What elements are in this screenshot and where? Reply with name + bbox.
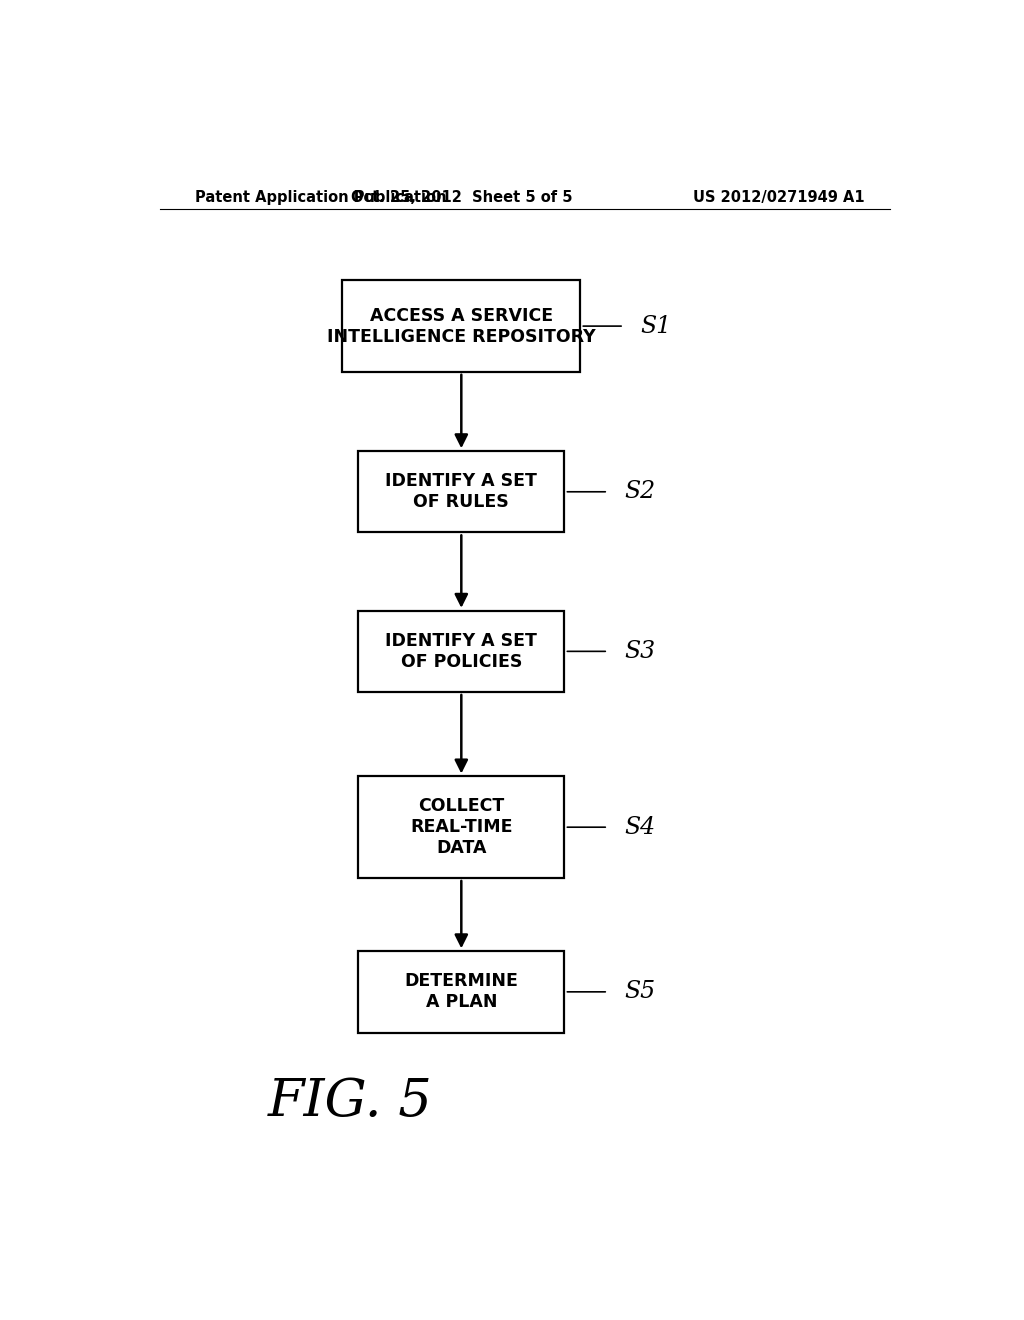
FancyBboxPatch shape — [358, 611, 564, 692]
Text: S4: S4 — [624, 816, 655, 838]
Text: FIG. 5: FIG. 5 — [268, 1076, 432, 1127]
Text: S1: S1 — [640, 314, 671, 338]
Text: S5: S5 — [624, 981, 655, 1003]
Text: COLLECT
REAL-TIME
DATA: COLLECT REAL-TIME DATA — [410, 797, 513, 857]
FancyBboxPatch shape — [358, 776, 564, 878]
Text: S3: S3 — [624, 640, 655, 663]
FancyBboxPatch shape — [342, 280, 581, 372]
Text: DETERMINE
A PLAN: DETERMINE A PLAN — [404, 973, 518, 1011]
Text: ACCESS A SERVICE
INTELLIGENCE REPOSITORY: ACCESS A SERVICE INTELLIGENCE REPOSITORY — [327, 306, 596, 346]
Text: Patent Application Publication: Patent Application Publication — [196, 190, 446, 205]
Text: US 2012/0271949 A1: US 2012/0271949 A1 — [693, 190, 864, 205]
Text: Oct. 25, 2012  Sheet 5 of 5: Oct. 25, 2012 Sheet 5 of 5 — [350, 190, 572, 205]
FancyBboxPatch shape — [358, 451, 564, 532]
Text: IDENTIFY A SET
OF POLICIES: IDENTIFY A SET OF POLICIES — [385, 632, 538, 671]
FancyBboxPatch shape — [358, 952, 564, 1032]
Text: S2: S2 — [624, 480, 655, 503]
Text: IDENTIFY A SET
OF RULES: IDENTIFY A SET OF RULES — [385, 473, 538, 511]
